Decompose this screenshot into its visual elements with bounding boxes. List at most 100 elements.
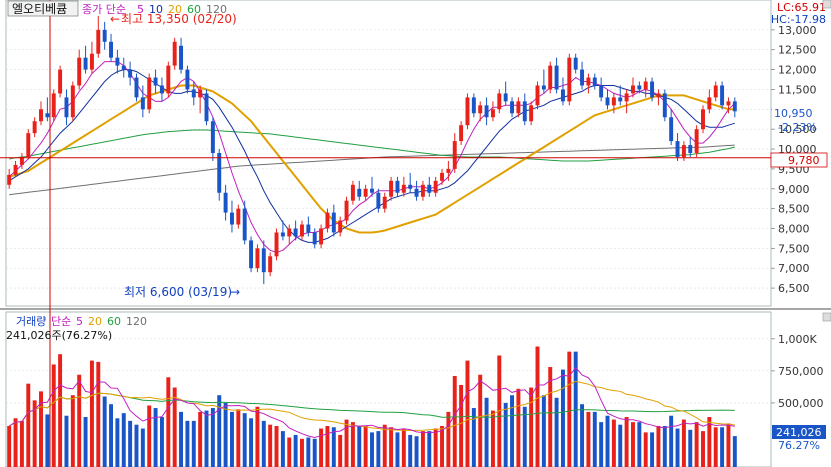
volume-bar bbox=[223, 402, 228, 467]
candle-body bbox=[319, 228, 324, 245]
candle-body bbox=[382, 196, 387, 209]
volume-bar bbox=[325, 425, 330, 467]
volume-bar bbox=[656, 425, 661, 467]
ref-price-box bbox=[770, 152, 828, 168]
candle-body bbox=[592, 77, 597, 86]
price-tick-label: 11,500 bbox=[778, 83, 817, 96]
volume-bar bbox=[471, 408, 476, 467]
volume-bar bbox=[134, 424, 139, 467]
volume-bar bbox=[497, 355, 502, 467]
price-tick-label: 12,000 bbox=[778, 64, 817, 77]
volume-bar bbox=[694, 422, 699, 467]
volume-bar bbox=[516, 388, 521, 467]
price-legend-item: 60 bbox=[187, 3, 201, 16]
volume-bar bbox=[459, 384, 464, 467]
volume-bar bbox=[541, 395, 546, 467]
price-legend-item: 5 bbox=[137, 3, 144, 16]
high-label: 최고 13,350 (02/20) bbox=[121, 12, 237, 26]
volume-bar bbox=[688, 429, 693, 467]
candle-body bbox=[675, 141, 680, 157]
current-volume-pct: 76.27% bbox=[778, 439, 820, 452]
current-volume-label: 241,026 bbox=[776, 426, 822, 439]
stock-name-box[interactable] bbox=[7, 0, 79, 17]
volume-bar bbox=[624, 417, 629, 467]
volume-bar bbox=[140, 428, 145, 467]
volume-bar bbox=[153, 408, 158, 467]
candle-body bbox=[440, 172, 444, 181]
volume-bar bbox=[726, 423, 731, 467]
lc-value: LC:65.91 bbox=[777, 1, 826, 14]
volume-bar bbox=[45, 414, 50, 467]
low-label: 최저 6,600 (03/19) bbox=[124, 285, 232, 299]
volume-bar bbox=[166, 377, 171, 467]
volume-tick-label: 500,000 bbox=[778, 397, 824, 410]
candle-body bbox=[89, 53, 94, 70]
current-change-label: -2.23% bbox=[778, 121, 817, 134]
volume-bar bbox=[83, 417, 88, 467]
low-annotation: 최저 6,600 (03/19) → bbox=[124, 285, 240, 299]
candle-body bbox=[446, 168, 451, 173]
pane-resize-handle-volume[interactable] bbox=[822, 312, 831, 322]
candle-body bbox=[344, 200, 349, 221]
volume-bar bbox=[319, 428, 324, 467]
volume-grid bbox=[6, 338, 771, 404]
candle-body bbox=[261, 248, 266, 273]
volume-bar bbox=[96, 361, 101, 467]
candle-body bbox=[58, 69, 63, 94]
candle-body bbox=[280, 232, 285, 237]
high-annotation: ← 최고 13,350 (02/20) bbox=[110, 12, 237, 26]
volume-bar bbox=[529, 387, 534, 467]
volume-bar bbox=[382, 424, 387, 467]
candle-body bbox=[223, 192, 228, 213]
candle-body bbox=[242, 208, 247, 241]
candle-body bbox=[274, 232, 279, 257]
volume-bar bbox=[631, 422, 635, 467]
volume-info: 241,026주(76.27%) bbox=[6, 329, 112, 342]
candle-body bbox=[32, 121, 37, 134]
candle-body bbox=[567, 57, 572, 102]
volume-bar bbox=[109, 404, 113, 467]
candle-body bbox=[204, 93, 209, 122]
volume-bar bbox=[331, 427, 336, 467]
volume-bar bbox=[395, 432, 400, 467]
candle-body bbox=[229, 212, 234, 225]
candle-body bbox=[338, 220, 343, 233]
volume-bar bbox=[401, 428, 406, 467]
volume-ma-lines bbox=[8, 366, 735, 439]
volume-bar bbox=[490, 410, 495, 467]
candle-body bbox=[236, 208, 241, 225]
candle-body bbox=[350, 184, 355, 201]
current-price-label: 10,950 bbox=[774, 107, 813, 120]
volume-legend-item: 120 bbox=[126, 315, 147, 328]
candle-body bbox=[643, 81, 648, 90]
candle-body bbox=[586, 77, 591, 86]
candle-body bbox=[389, 180, 394, 197]
candle-body bbox=[694, 129, 699, 154]
volume-bar bbox=[720, 427, 725, 467]
candle-body bbox=[484, 105, 489, 118]
price-legend-item: 120 bbox=[206, 3, 227, 16]
volume-bar bbox=[408, 434, 413, 467]
pane-resize-handle-top[interactable] bbox=[822, 0, 831, 9]
volume-bar bbox=[102, 396, 107, 467]
candle-body bbox=[191, 89, 196, 98]
candle-body bbox=[662, 93, 667, 118]
candle-body bbox=[541, 85, 546, 90]
price-tick-label: 7,000 bbox=[778, 262, 810, 275]
volume-legend-item: 5 bbox=[76, 315, 83, 328]
volume-bar bbox=[293, 434, 298, 467]
volume-bar bbox=[344, 419, 349, 467]
volume-bar bbox=[19, 420, 24, 467]
candle-body bbox=[217, 153, 222, 193]
candle-body bbox=[166, 65, 171, 94]
candle-body bbox=[102, 29, 107, 42]
candle-body bbox=[26, 133, 31, 157]
candle-body bbox=[726, 101, 731, 106]
candle-body bbox=[210, 121, 215, 154]
candlesticks bbox=[7, 15, 737, 285]
candle-body bbox=[656, 93, 661, 98]
volume-legend-item: 20 bbox=[88, 315, 102, 328]
candle-body bbox=[490, 109, 495, 118]
volume-bar bbox=[350, 422, 355, 467]
